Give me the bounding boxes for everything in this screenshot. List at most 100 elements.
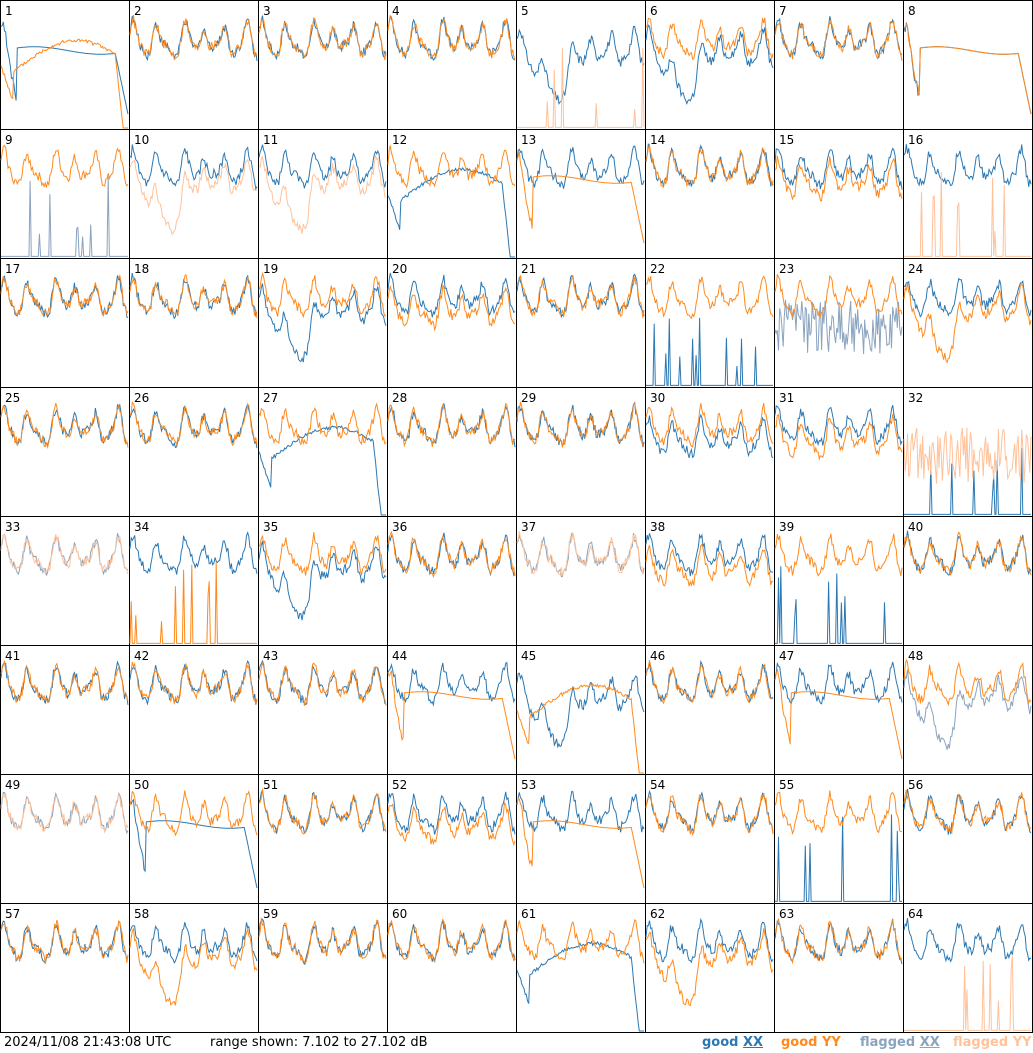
panel-frame	[516, 645, 646, 775]
antenna-number: 59	[263, 907, 278, 921]
antenna-panel-56: 56	[903, 774, 1033, 904]
panel-frame	[516, 516, 646, 646]
antenna-panel-47: 47	[774, 645, 904, 775]
panel-frame	[516, 774, 646, 904]
antenna-number: 4	[392, 4, 400, 18]
panel-frame	[0, 903, 130, 1033]
antenna-number: 56	[908, 778, 923, 792]
antenna-panel-14: 14	[645, 129, 775, 259]
series-yy-line	[258, 917, 387, 965]
antenna-number: 60	[392, 907, 407, 921]
panel-frame	[129, 903, 259, 1033]
antenna-panel-29: 29	[516, 387, 646, 517]
antenna-panel-45: 45	[516, 645, 646, 775]
panel-frame	[258, 129, 388, 259]
legend-flagged-xx: flagged XX	[860, 1035, 940, 1050]
panel-frame	[258, 258, 388, 388]
antenna-number: 13	[521, 133, 536, 147]
series-xx-line	[775, 814, 902, 902]
panel-frame	[645, 516, 775, 646]
antenna-number: 27	[263, 391, 278, 405]
series-yy-line	[0, 660, 129, 704]
panel-frame	[903, 0, 1033, 130]
panel-frame	[258, 903, 388, 1033]
antenna-panel-16: 16	[903, 129, 1033, 259]
antenna-number: 38	[650, 520, 665, 534]
series-xx-line	[258, 283, 387, 363]
antenna-panel-57: 57	[0, 903, 130, 1033]
panel-frame	[129, 645, 259, 775]
series-xx-line	[129, 922, 258, 964]
panel-frame	[387, 774, 517, 904]
series-xx-line	[645, 142, 774, 188]
series-xx-line	[129, 15, 258, 62]
antenna-panel-3: 3	[258, 0, 388, 130]
panel-frame	[645, 0, 775, 130]
antenna-panel-25: 25	[0, 387, 130, 517]
series-yy-line	[903, 282, 1032, 364]
antenna-panel-51: 51	[258, 774, 388, 904]
series-yy-line	[645, 660, 774, 705]
series-yy-line	[904, 171, 1031, 257]
series-xx-line	[645, 917, 774, 964]
series-xx-line	[774, 16, 903, 60]
series-yy-line	[774, 533, 903, 577]
antenna-number: 53	[521, 778, 536, 792]
panel-frame	[774, 0, 904, 130]
series-xx-line	[258, 15, 387, 61]
antenna-panel-48: 48	[903, 645, 1033, 775]
series-yy-line	[258, 271, 387, 319]
series-yy-line	[517, 47, 645, 128]
panel-frame	[129, 387, 259, 517]
antenna-panel-43: 43	[258, 645, 388, 775]
antenna-number: 10	[134, 133, 149, 147]
antenna-panel-49: 49	[0, 774, 130, 904]
antenna-number: 1	[5, 4, 13, 18]
antenna-panel-20: 20	[387, 258, 517, 388]
series-xx-line	[516, 145, 645, 189]
antenna-panel-63: 63	[774, 903, 904, 1033]
antenna-number: 20	[392, 262, 407, 276]
antenna-panel-44: 44	[387, 645, 517, 775]
antenna-panel-13: 13	[516, 129, 646, 259]
series-yy-line	[516, 797, 645, 889]
series-yy-line	[258, 16, 387, 61]
panel-frame	[0, 129, 130, 259]
series-yy-line	[645, 928, 774, 1006]
series-yy-line	[387, 283, 516, 332]
series-xx-line	[387, 272, 516, 318]
panel-frame	[516, 903, 646, 1033]
antenna-panel-61: 61	[516, 903, 646, 1033]
series-yy-line	[0, 274, 129, 318]
antenna-number: 41	[5, 649, 20, 663]
antenna-panel-53: 53	[516, 774, 646, 904]
panel-frame	[129, 258, 259, 388]
series-yy-line	[258, 155, 387, 234]
series-xx-line	[903, 788, 1032, 835]
antenna-panel-37: 37	[516, 516, 646, 646]
panel-frame	[645, 774, 775, 904]
series-xx-line	[645, 413, 774, 459]
panel-frame	[387, 129, 517, 259]
series-yy-line	[903, 531, 1032, 576]
timestamp-label: 2024/11/08 21:43:08 UTC	[4, 1035, 172, 1050]
antenna-panel-4: 4	[387, 0, 517, 130]
series-yy-line	[129, 158, 258, 236]
series-yy-line	[0, 402, 129, 450]
series-yy-line	[645, 275, 774, 320]
series-yy-line	[0, 144, 129, 189]
antenna-number: 50	[134, 778, 149, 792]
series-xx-line	[387, 402, 516, 448]
antenna-panel-34: 34	[129, 516, 259, 646]
panel-frame	[645, 903, 775, 1033]
series-yy-line	[129, 661, 258, 705]
series-yy-line	[387, 670, 516, 760]
antenna-number: 63	[779, 907, 794, 921]
antenna-panel-31: 31	[774, 387, 904, 517]
antenna-number: 15	[779, 133, 794, 147]
antenna-panel-60: 60	[387, 903, 517, 1033]
antenna-panel-15: 15	[774, 129, 904, 259]
antenna-number: 29	[521, 391, 536, 405]
series-xx-line	[387, 919, 516, 963]
series-xx-line	[903, 918, 1032, 963]
